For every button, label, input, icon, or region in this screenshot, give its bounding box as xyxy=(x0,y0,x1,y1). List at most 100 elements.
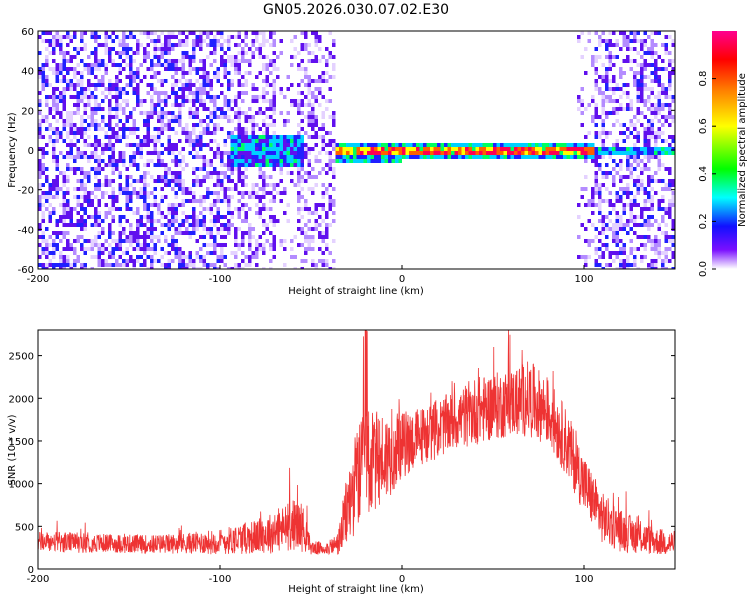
spectrogram-cell xyxy=(640,223,644,227)
spectrogram-cell xyxy=(279,179,283,183)
spectrogram-cell xyxy=(115,199,119,203)
spectrogram-cell xyxy=(94,119,98,123)
spectrogram-cell xyxy=(178,175,182,179)
spectrogram-cell xyxy=(332,67,336,71)
spectrogram-cell xyxy=(202,155,206,159)
spectrogram-cell xyxy=(185,187,189,191)
spectrogram-cell xyxy=(80,91,84,95)
spectrogram-cell xyxy=(104,211,108,215)
spectrogram-cell xyxy=(580,143,584,147)
spectrogram-cell xyxy=(157,91,161,95)
spectrogram-cell xyxy=(125,47,129,51)
spectrogram-cell xyxy=(38,67,42,71)
spectrogram-cell xyxy=(283,135,287,139)
spectrogram-cell xyxy=(45,251,49,255)
spectrogram-cell xyxy=(55,63,59,67)
spectrogram-cell xyxy=(171,235,175,239)
spectrogram-cell xyxy=(108,179,112,183)
spectrogram-cell xyxy=(132,191,136,195)
spectrogram-cell xyxy=(227,39,231,43)
spectrogram-cell xyxy=(465,147,469,151)
spectrogram-cell xyxy=(199,83,203,87)
spectrogram-cell xyxy=(640,111,644,115)
spectrogram-cell xyxy=(192,223,196,227)
spectrogram-cell xyxy=(167,267,171,269)
spectrogram-cell xyxy=(216,231,220,235)
spectrogram-cell xyxy=(192,179,196,183)
spectrogram-cell xyxy=(671,59,675,63)
spectrogram-cell xyxy=(164,43,168,47)
spectrogram-cell xyxy=(619,227,623,231)
spectrogram-cell xyxy=(622,259,626,263)
spectrogram-cell xyxy=(143,251,147,255)
spectrogram-cell xyxy=(111,219,115,223)
spectrogram-cell xyxy=(90,155,94,159)
spectrogram-cell xyxy=(584,107,588,111)
spectrogram-cell xyxy=(626,59,630,63)
spectrogram-cell xyxy=(97,79,101,83)
spectrogram-cell xyxy=(115,259,119,263)
spectrogram-cell xyxy=(111,147,115,151)
spectrogram-cell xyxy=(185,131,189,135)
spectrogram-cell xyxy=(605,151,609,155)
spectrogram-cell xyxy=(167,171,171,175)
spectrogram-cell xyxy=(661,83,665,87)
spectrogram-cell xyxy=(52,211,56,215)
spectrogram-cell xyxy=(321,135,325,139)
spectrogram-cell xyxy=(101,75,105,79)
spectrogram-cell xyxy=(62,195,66,199)
spectrogram-cell xyxy=(594,131,598,135)
spectrogram-cell xyxy=(52,243,56,247)
spectrogram-cell xyxy=(286,219,290,223)
spectrogram-cell xyxy=(251,99,255,103)
spectrogram-cell xyxy=(185,255,189,259)
spectrogram-cell xyxy=(160,175,164,179)
spectrogram-cell xyxy=(283,191,287,195)
spectrogram-cell xyxy=(52,87,56,91)
spectrogram-cell xyxy=(654,267,658,269)
spectrogram-cell xyxy=(171,63,175,67)
spectrogram-cell xyxy=(601,151,605,155)
spectrogram-cell xyxy=(136,143,140,147)
spectrogram-cell xyxy=(269,247,273,251)
spectrogram-cell xyxy=(615,147,619,151)
spectrogram-cell xyxy=(164,195,168,199)
spectrogram-cell xyxy=(346,143,350,147)
spectrogram-cell xyxy=(108,123,112,127)
spectrogram-cell xyxy=(209,175,213,179)
spectrogram-cell xyxy=(580,255,584,259)
spectrogram-cell xyxy=(258,55,262,59)
spectrogram-cell xyxy=(66,115,70,119)
spectrogram-cell xyxy=(514,147,518,151)
spectrogram-cell xyxy=(496,151,500,155)
spectrogram-cell xyxy=(234,147,238,151)
spectrogram-cell xyxy=(87,55,91,59)
spectrogram-cell xyxy=(139,147,143,151)
spectrogram-cell xyxy=(314,87,318,91)
spectrogram-cell xyxy=(608,43,612,47)
spectrogram-cell xyxy=(227,99,231,103)
spectrogram-cell xyxy=(437,151,441,155)
spectrogram-cell xyxy=(559,147,563,151)
spectrogram-cell xyxy=(314,35,318,39)
spectrogram-cell xyxy=(482,143,486,147)
spectrogram-cell xyxy=(279,171,283,175)
spectrogram-cell xyxy=(594,151,598,155)
spectrogram-cell xyxy=(97,259,101,263)
spectrogram-cell xyxy=(94,103,98,107)
spectrogram-cell xyxy=(160,83,164,87)
spectrogram-cell xyxy=(104,67,108,71)
spectrogram-cell xyxy=(332,175,336,179)
spectrogram-cell xyxy=(97,143,101,147)
spectrogram-cell xyxy=(654,51,658,55)
spectrogram-y-tick-label: 40 xyxy=(21,67,34,78)
spectrogram-cell xyxy=(220,107,224,111)
spectrogram-cell xyxy=(255,135,259,139)
spectrogram-cell xyxy=(104,263,108,267)
spectrogram-cell xyxy=(195,39,199,43)
spectrogram-cell xyxy=(311,51,315,55)
spectrogram-cell xyxy=(129,195,133,199)
spectrogram-cell xyxy=(108,103,112,107)
spectrogram-cell xyxy=(654,63,658,67)
spectrogram-cell xyxy=(174,131,178,135)
